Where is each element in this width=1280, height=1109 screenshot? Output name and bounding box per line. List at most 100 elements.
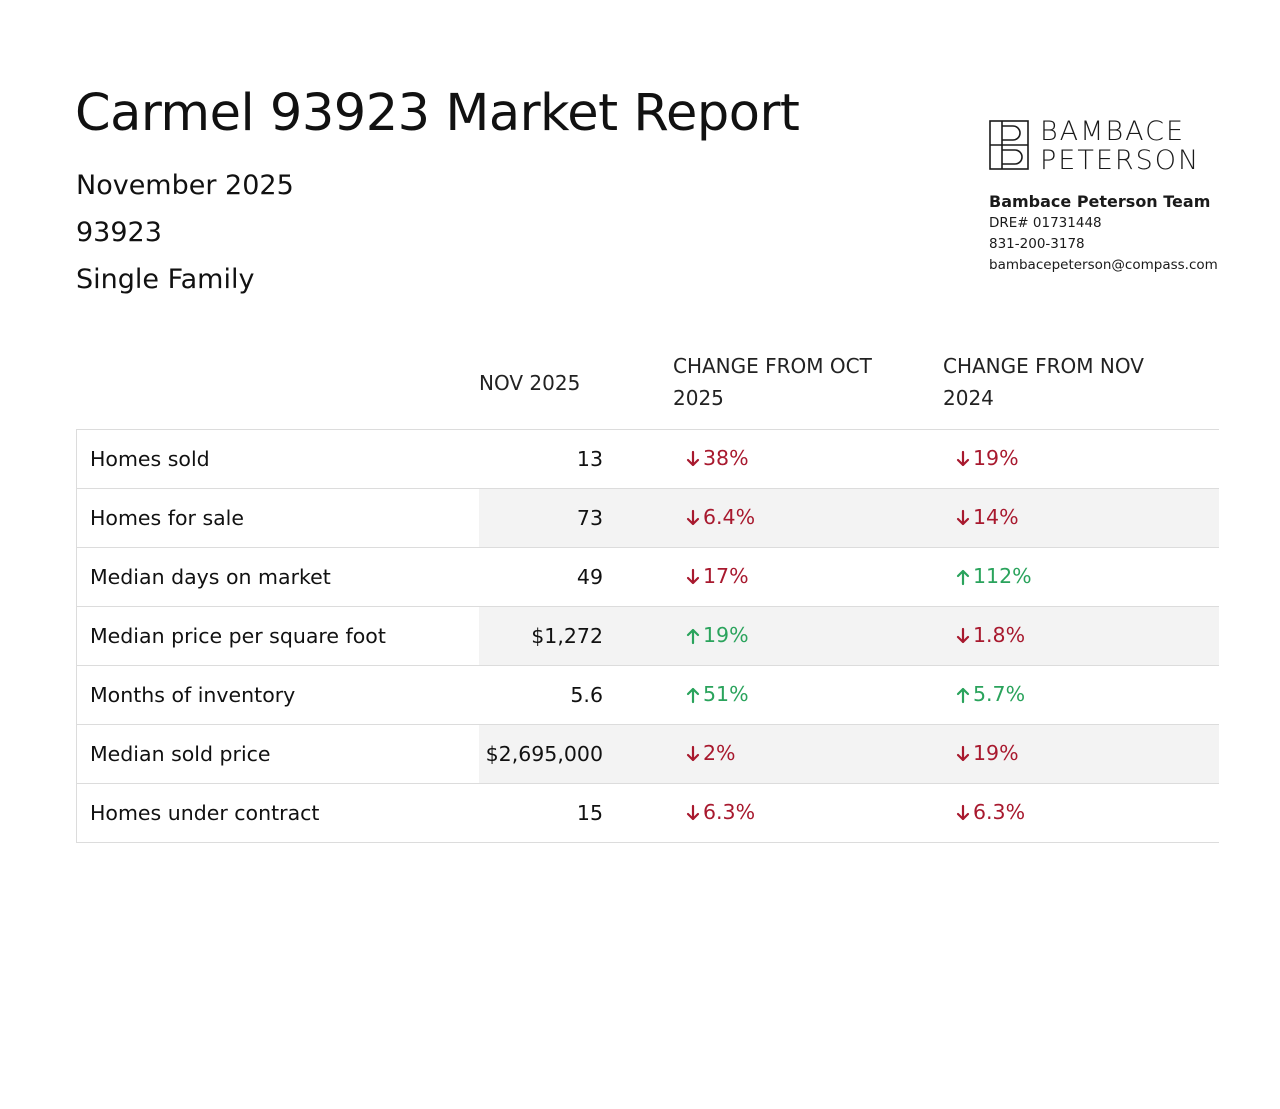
table-row: Months of inventory 5.6 51% 5.7% (76, 665, 1219, 725)
arrow-down-icon (956, 744, 970, 762)
change-from-prev-month-value: 51% (686, 682, 749, 706)
cell-spacer (603, 547, 686, 607)
cell-spacer (603, 724, 686, 784)
change-from-prev-year-cell: 5.7% (956, 665, 1219, 725)
change-from-prev-year-percent: 112% (973, 563, 1032, 588)
change-from-prev-year-percent: 19% (973, 740, 1019, 765)
change-from-prev-year-value: 1.8% (956, 623, 1025, 647)
change-from-prev-year-percent: 6.3% (973, 799, 1026, 824)
change-from-prev-year-value: 5.7% (956, 682, 1025, 706)
arrow-down-icon (686, 449, 700, 467)
arrow-down-icon (686, 508, 700, 526)
contact-block: Bambace Peterson Team DRE# 01731448 831-… (989, 191, 1218, 275)
change-from-prev-year-value: 14% (956, 505, 1019, 529)
column-header-change-prev-month: CHANGE FROM OCT 2025 (673, 350, 872, 414)
metric-value: 13 (479, 429, 603, 489)
change-from-prev-year-value: 19% (956, 741, 1019, 765)
metric-value: 73 (479, 488, 603, 548)
column-header-change-prev-month-line1: CHANGE FROM OCT (673, 354, 872, 378)
change-from-prev-year-percent: 14% (973, 504, 1019, 529)
change-from-prev-month-cell: 38% (686, 429, 956, 489)
change-from-prev-month-percent: 2% (703, 740, 736, 765)
brand-name-line2: PETERSON (1040, 145, 1201, 176)
change-from-prev-month-percent: 6.3% (703, 799, 756, 824)
table-row: Homes for sale 73 6.4% 14% (76, 488, 1219, 548)
arrow-down-icon (956, 626, 970, 644)
change-from-prev-year-value: 6.3% (956, 800, 1025, 824)
change-from-prev-month-value: 6.4% (686, 505, 755, 529)
change-from-prev-year-value: 19% (956, 446, 1019, 470)
arrow-down-icon (956, 508, 970, 526)
column-header-current: NOV 2025 (479, 371, 581, 395)
arrow-down-icon (686, 567, 700, 585)
arrow-up-icon (956, 567, 970, 585)
arrow-down-icon (956, 449, 970, 467)
change-from-prev-year-cell: 6.3% (956, 783, 1219, 843)
report-property-type: Single Family (76, 264, 255, 295)
change-from-prev-year-percent: 5.7% (973, 681, 1026, 706)
change-from-prev-month-cell: 2% (686, 724, 956, 784)
metric-label: Median days on market (76, 547, 479, 607)
change-from-prev-year-percent: 1.8% (973, 622, 1026, 647)
metric-value: 15 (479, 783, 603, 843)
arrow-up-icon (686, 685, 700, 703)
column-header-change-prev-year-line1: CHANGE FROM NOV (943, 354, 1144, 378)
change-from-prev-month-value: 17% (686, 564, 749, 588)
change-from-prev-year-value: 112% (956, 564, 1032, 588)
metric-value: 49 (479, 547, 603, 607)
brand-name-line1: BAMBACE (1040, 116, 1186, 147)
phone-number[interactable]: 831-200-3178 (989, 236, 1085, 252)
arrow-up-icon (956, 685, 970, 703)
market-stats-body: Homes sold 13 38% 19% Homes for sale 73 6.4% 14… (76, 429, 1219, 843)
change-from-prev-month-cell: 6.4% (686, 488, 956, 548)
change-from-prev-month-cell: 19% (686, 606, 956, 666)
change-from-prev-month-cell: 6.3% (686, 783, 956, 843)
table-row: Homes under contract 15 6.3% 6.3% (76, 783, 1219, 843)
change-from-prev-month-percent: 19% (703, 622, 749, 647)
change-from-prev-year-cell: 112% (956, 547, 1219, 607)
metric-value: $2,695,000 (479, 724, 603, 784)
arrow-down-icon (686, 744, 700, 762)
cell-spacer (603, 488, 686, 548)
metric-label: Homes sold (76, 429, 479, 489)
table-row: Homes sold 13 38% 19% (76, 429, 1219, 489)
metric-label: Median price per square foot (76, 606, 479, 666)
report-zip: 93923 (76, 217, 162, 248)
cell-spacer (603, 665, 686, 725)
market-stats-table: Homes sold 13 38% 19% Homes for sale 73 6.4% 14… (76, 429, 1219, 843)
change-from-prev-year-cell: 19% (956, 429, 1219, 489)
cell-spacer (603, 606, 686, 666)
brand-logo: BAMBACE PETERSON (989, 116, 1229, 176)
team-name: Bambace Peterson Team (989, 192, 1211, 211)
change-from-prev-month-cell: 51% (686, 665, 956, 725)
metric-label: Homes for sale (76, 488, 479, 548)
change-from-prev-month-value: 19% (686, 623, 749, 647)
change-from-prev-year-percent: 19% (973, 445, 1019, 470)
metric-label: Homes under contract (76, 783, 479, 843)
column-header-change-prev-year: CHANGE FROM NOV 2024 (943, 350, 1144, 414)
metric-label: Months of inventory (76, 665, 479, 725)
report-title: Carmel 93923 Market Report (75, 84, 800, 143)
column-header-change-prev-year-line2: 2024 (943, 386, 994, 410)
change-from-prev-month-percent: 17% (703, 563, 749, 588)
table-row: Median sold price $2,695,000 2% 19% (76, 724, 1219, 784)
metric-label: Median sold price (76, 724, 479, 784)
metric-value: $1,272 (479, 606, 603, 666)
arrow-up-icon (686, 626, 700, 644)
change-from-prev-month-value: 6.3% (686, 800, 755, 824)
change-from-prev-month-percent: 6.4% (703, 504, 756, 529)
change-from-prev-month-percent: 51% (703, 681, 749, 706)
dre-number: DRE# 01731448 (989, 215, 1102, 231)
email-link[interactable]: bambacepeterson@compass.com (989, 257, 1218, 273)
cell-spacer (603, 783, 686, 843)
table-row: Median price per square foot $1,272 19% 1.8… (76, 606, 1219, 666)
change-from-prev-year-cell: 19% (956, 724, 1219, 784)
change-from-prev-year-cell: 14% (956, 488, 1219, 548)
report-month: November 2025 (76, 170, 294, 201)
change-from-prev-year-cell: 1.8% (956, 606, 1219, 666)
arrow-down-icon (686, 803, 700, 821)
metric-value: 5.6 (479, 665, 603, 725)
change-from-prev-month-value: 2% (686, 741, 736, 765)
arrow-down-icon (956, 803, 970, 821)
change-from-prev-month-percent: 38% (703, 445, 749, 470)
